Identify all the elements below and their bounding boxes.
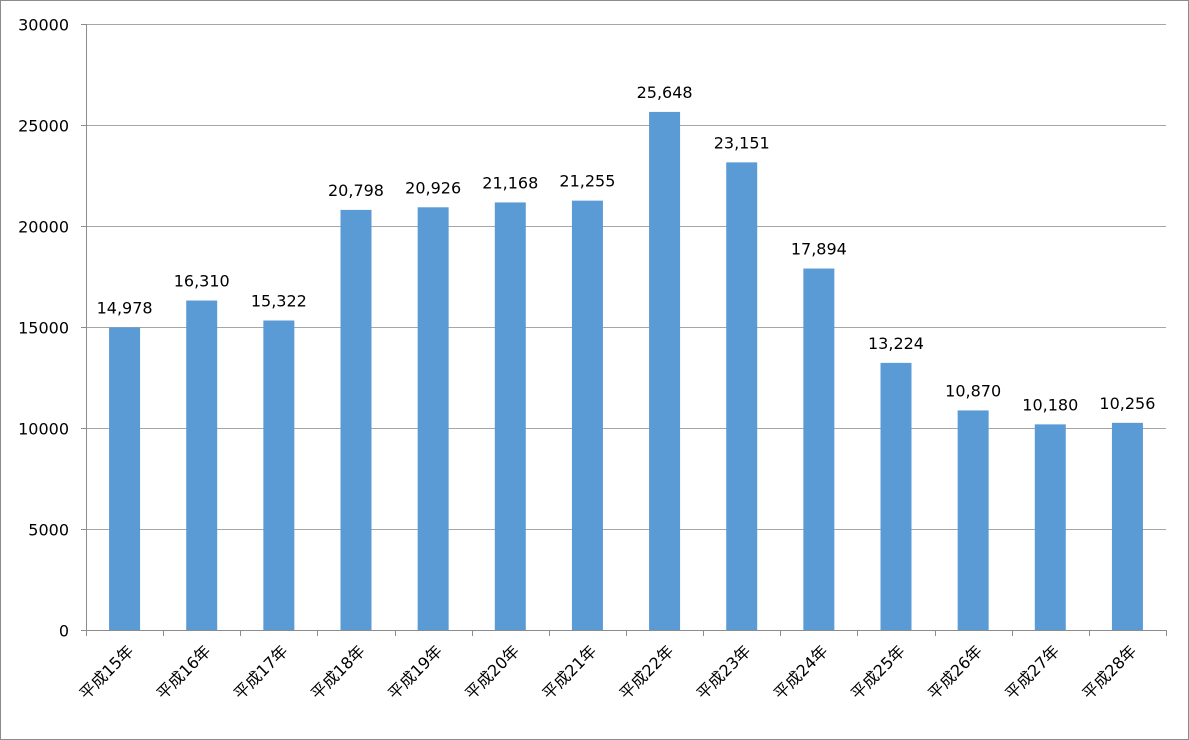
x-axis-tick-labels: 平成15年 平成16年 平成17年 平成18年 平成19年 平成20年 平成21年 平成22年… xyxy=(76,641,1141,703)
data-label: 13,224 xyxy=(868,334,924,353)
bar xyxy=(494,202,526,630)
x-tick-label: 平成27年 xyxy=(1001,641,1063,703)
bar xyxy=(1034,424,1066,630)
x-tick-label: 平成23年 xyxy=(693,641,755,703)
x-tick-label: 平成28年 xyxy=(1078,641,1140,703)
data-label: 10,180 xyxy=(1022,395,1078,414)
data-label: 21,255 xyxy=(559,172,615,191)
y-tick-label: 5000 xyxy=(28,521,69,540)
data-label: 10,256 xyxy=(1099,394,1155,413)
x-tick-label: 平成15年 xyxy=(76,641,138,703)
bar xyxy=(417,207,449,630)
x-tick-label: 平成17年 xyxy=(230,641,292,703)
x-tick-label: 平成24年 xyxy=(770,641,832,703)
data-label: 20,798 xyxy=(328,181,384,200)
axes xyxy=(81,24,1167,636)
x-tick-label: 平成26年 xyxy=(924,641,986,703)
bar xyxy=(880,362,912,630)
data-label: 15,322 xyxy=(251,291,307,310)
x-tick-label: 平成22年 xyxy=(616,641,678,703)
data-label: 16,310 xyxy=(174,272,230,291)
y-tick-label: 30000 xyxy=(18,16,69,35)
bar xyxy=(726,162,758,630)
bar xyxy=(340,209,372,630)
y-tick-label: 25000 xyxy=(18,117,69,136)
bar xyxy=(803,268,835,630)
x-tick-label: 平成19年 xyxy=(384,641,446,703)
data-label: 10,870 xyxy=(945,381,1001,400)
y-tick-label: 10000 xyxy=(18,420,69,439)
bar xyxy=(957,410,989,630)
x-tick-label: 平成16年 xyxy=(153,641,215,703)
x-tick-label: 平成18年 xyxy=(307,641,369,703)
bars xyxy=(109,111,1143,631)
data-label: 17,894 xyxy=(791,240,847,259)
x-tick-label: 平成20年 xyxy=(461,641,523,703)
data-label: 20,926 xyxy=(405,178,461,197)
bar xyxy=(1111,422,1143,630)
data-label: 25,648 xyxy=(637,83,693,102)
y-tick-label: 20000 xyxy=(18,218,69,237)
x-tick-label: 平成21年 xyxy=(538,641,600,703)
y-tick-label: 0 xyxy=(59,622,69,641)
gridlines xyxy=(86,24,1166,530)
bar xyxy=(109,327,141,630)
data-label: 21,168 xyxy=(482,173,538,192)
x-tick-label: 平成25年 xyxy=(847,641,909,703)
y-tick-label: 15000 xyxy=(18,319,69,338)
data-labels: 14,978 16,310 15,322 20,798 20,926 21,168 21,2… xyxy=(97,83,1156,414)
bar xyxy=(263,320,295,630)
bar xyxy=(571,200,603,631)
data-label: 14,978 xyxy=(97,298,153,317)
bar xyxy=(649,111,681,630)
y-axis-tick-labels: 0 5000 10000 15000 20000 25000 30000 xyxy=(18,16,69,641)
bar xyxy=(186,300,218,630)
data-label: 23,151 xyxy=(714,133,770,152)
